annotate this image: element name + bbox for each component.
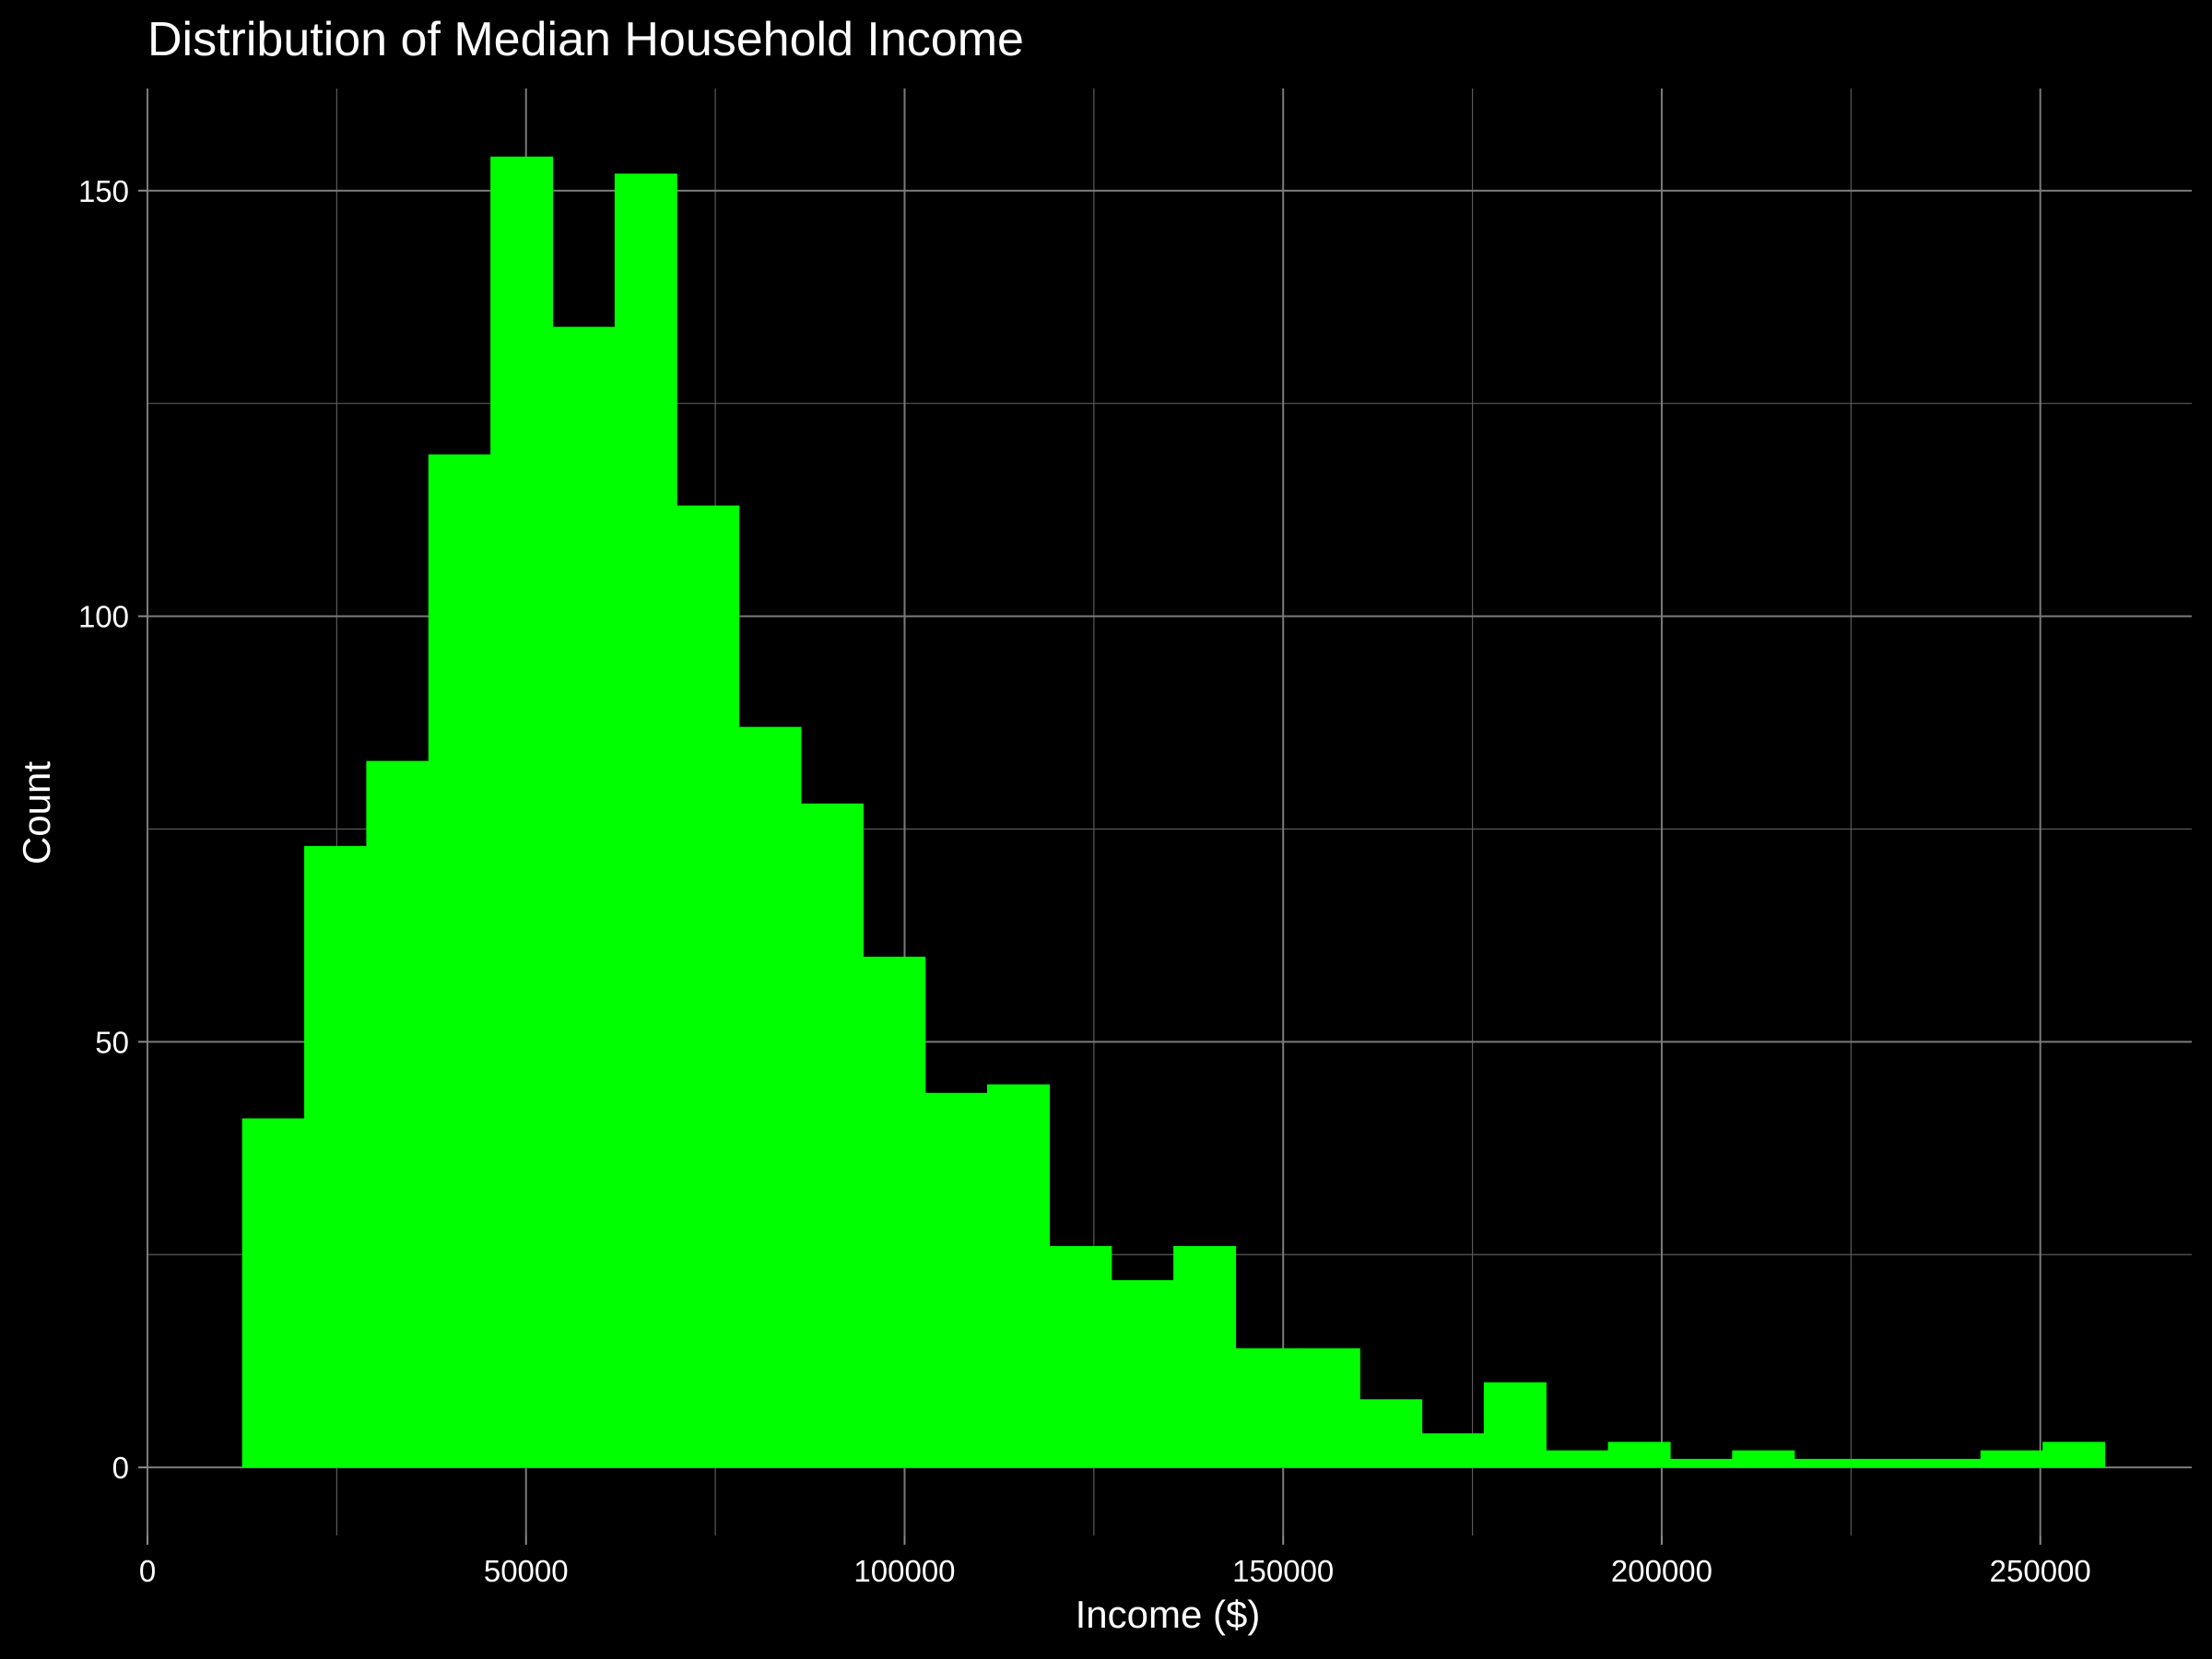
histogram-bar — [1111, 1279, 1174, 1468]
histogram-bar — [1483, 1382, 1547, 1468]
histogram-bar — [924, 1092, 988, 1468]
y-tick-label: 50 — [95, 1025, 129, 1059]
histogram-bar — [800, 803, 864, 1468]
histogram-bar — [1297, 1347, 1360, 1468]
histogram-bar — [1049, 1246, 1112, 1468]
histogram-bar — [241, 1118, 305, 1468]
x-axis-tick-labels: 0 50000 100000 150000 200000 250000 — [139, 1554, 2091, 1588]
histogram-bar — [1546, 1450, 1609, 1468]
histogram-bar — [1856, 1458, 1920, 1468]
histogram-bar — [2042, 1441, 2106, 1468]
histogram-bar — [304, 845, 368, 1468]
histogram-bar — [490, 156, 554, 1468]
y-tick-label: 0 — [112, 1451, 129, 1485]
x-axis-ticks — [147, 1535, 2041, 1545]
x-tick-label: 50000 — [484, 1554, 569, 1588]
histogram-bar — [1918, 1458, 1982, 1468]
x-tick-label: 200000 — [1611, 1554, 1712, 1588]
x-tick-label: 250000 — [1990, 1554, 2091, 1588]
histogram-bar — [1235, 1347, 1299, 1468]
histogram-bar — [1421, 1433, 1485, 1468]
histogram-bar — [738, 726, 802, 1468]
histogram-bar — [1359, 1399, 1423, 1468]
histogram-bar — [1980, 1450, 2043, 1468]
histogram-bar — [428, 454, 491, 1468]
histogram-bar — [863, 957, 926, 1468]
histogram-bar — [552, 326, 616, 1468]
histogram-bar — [1607, 1441, 1671, 1468]
histogram-bar — [677, 505, 740, 1468]
histogram-bar — [1173, 1246, 1237, 1468]
x-axis-title: Income ($) — [1076, 1593, 1261, 1636]
histogram-bar — [1732, 1450, 1795, 1468]
histogram-bars — [241, 156, 2106, 1468]
histogram-bar — [366, 760, 429, 1468]
y-tick-label: 150 — [78, 174, 129, 208]
histogram-bar — [987, 1084, 1050, 1468]
x-tick-label: 150000 — [1232, 1554, 1334, 1588]
x-tick-label: 100000 — [853, 1554, 955, 1588]
x-tick-label: 0 — [139, 1554, 156, 1588]
chart-title: Distribution of Median Household Income — [147, 13, 1024, 66]
y-tick-label: 100 — [78, 600, 129, 634]
y-axis-tick-labels: 0 50 100 150 — [78, 174, 129, 1485]
histogram-bar — [1669, 1458, 1733, 1468]
y-axis-ticks — [138, 189, 147, 1469]
histogram-bar — [1794, 1458, 1857, 1468]
y-axis-title: Count — [15, 761, 58, 865]
histogram-bar — [614, 173, 677, 1468]
